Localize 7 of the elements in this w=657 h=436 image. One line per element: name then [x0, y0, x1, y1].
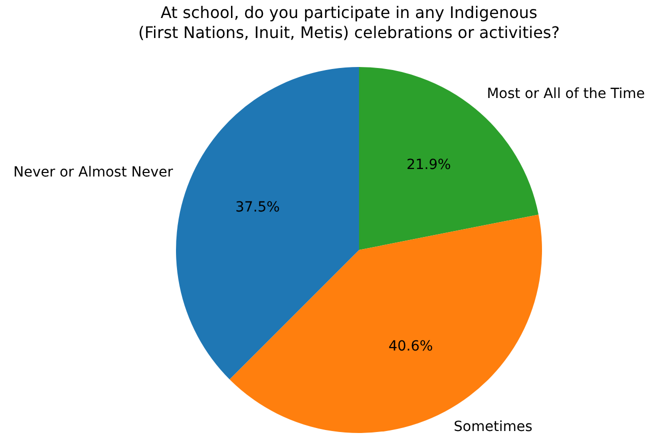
slice-label: Never or Almost Never	[13, 164, 174, 181]
data-label: 37.5%	[235, 200, 280, 216]
data-label: 40.6%	[388, 338, 433, 355]
slice-label: Sometimes	[454, 419, 532, 436]
data-label: 21.9%	[406, 156, 451, 173]
chart-title: At school, do you participate in any Indigenous (First Nations, Inuit, Metis) celebrations or activities?	[138, 3, 560, 42]
slice-label: Most or All of the Time	[486, 86, 645, 102]
